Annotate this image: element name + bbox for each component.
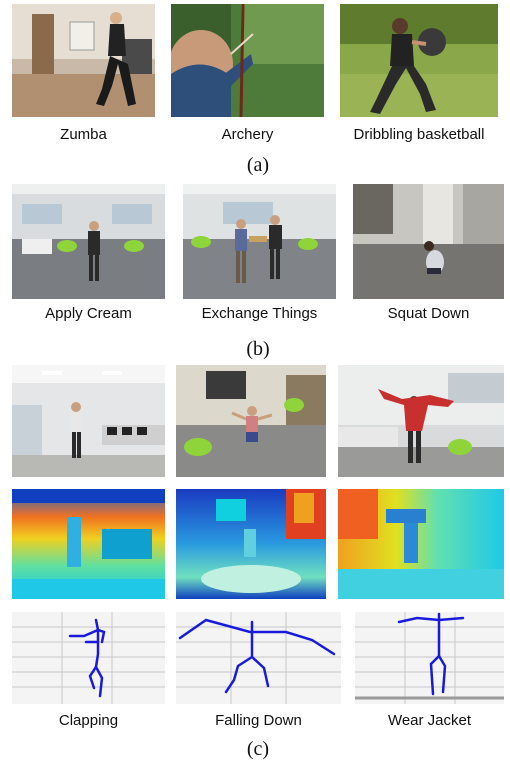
- wear-jacket-skeleton-plot: [355, 612, 504, 704]
- falling-down-depth-map: [176, 489, 326, 599]
- caption-squat-down: Squat Down: [387, 305, 470, 322]
- archery-photo: [171, 4, 324, 117]
- caption-zumba: Zumba: [60, 126, 107, 143]
- falling-down-rgb-photo: [176, 365, 326, 477]
- squat-down-photo: [353, 184, 504, 299]
- clapping-skeleton-plot: [12, 612, 165, 704]
- zumba-photo: [12, 4, 155, 117]
- wear-jacket-depth-map: [338, 489, 504, 599]
- caption-apply-cream: Apply Cream: [45, 305, 132, 322]
- wear-jacket-rgb-photo: [338, 365, 504, 477]
- caption-archery: Archery: [221, 126, 274, 143]
- dribbling-basketball-photo: [340, 4, 498, 117]
- sublabel-b: (b): [246, 338, 270, 360]
- falling-down-skeleton-plot: [176, 612, 341, 704]
- clapping-rgb-photo: [12, 365, 165, 477]
- exchange-things-photo: [183, 184, 336, 299]
- caption-dribbling-basketball: Dribbling basketball: [353, 126, 485, 143]
- sublabel-c: (c): [246, 738, 270, 760]
- caption-clapping: Clapping: [58, 712, 119, 729]
- sublabel-a: (a): [246, 154, 270, 176]
- clapping-depth-map: [12, 489, 165, 599]
- caption-wear-jacket: Wear Jacket: [387, 712, 472, 729]
- apply-cream-photo: [12, 184, 165, 299]
- caption-falling-down: Falling Down: [215, 712, 302, 729]
- caption-exchange-things: Exchange Things: [201, 305, 318, 322]
